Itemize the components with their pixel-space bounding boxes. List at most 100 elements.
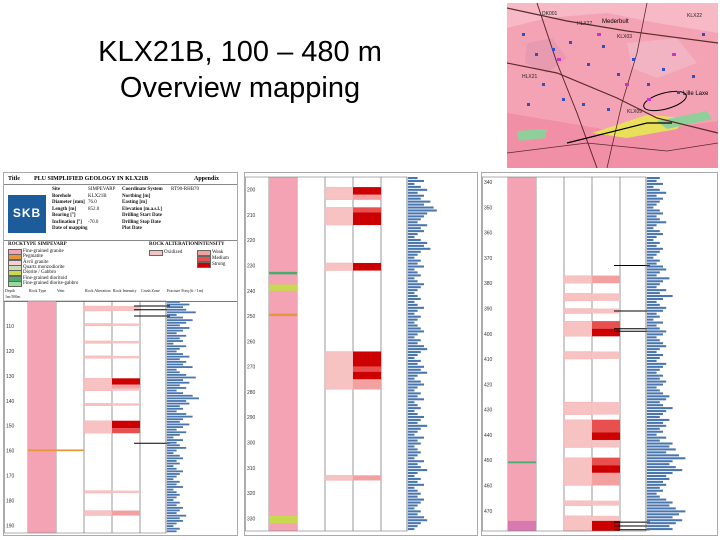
svg-text:KLX22: KLX22 [687,13,702,19]
fracture-bar [408,377,415,380]
fracture-bar [408,510,421,513]
intensity-label: Medium [212,256,229,261]
fracture-bar [167,392,183,395]
fracture-bar [408,339,421,342]
fracture-bar [408,374,418,377]
header-field-value: SIMPEVARP [88,187,116,192]
header-field-value: -70.0 [88,219,99,225]
alteration-band [563,308,593,314]
fracture-bar [408,528,415,531]
fracture-bar [167,415,193,418]
fracture-bar [647,250,660,253]
alteration-band [83,510,113,516]
fracture-bar [408,354,418,357]
alteration-band [324,351,354,390]
fracture-bar [408,215,424,218]
fracture-bar [647,333,663,336]
fracture-bar [167,418,183,421]
alteration-band [83,323,113,327]
fracture-bar [647,336,657,339]
fracture-bar [408,277,415,280]
rock-type-column [269,177,297,531]
fracture-bar [167,314,177,316]
fracture-bar [647,185,654,188]
fracture-bar [167,400,187,402]
intensity-bg-band [112,340,140,344]
fracture-bar [408,227,421,230]
fracture-bar [408,480,418,483]
header-field-label: Drilling Start Date [122,213,162,218]
fracture-bar [647,421,663,424]
fracture-bar [408,460,424,463]
fracture-bar [167,493,180,496]
fracture-bar [647,265,663,268]
fracture-bar [647,330,667,333]
fracture-bar [408,351,421,354]
log-chart-1: 110 120 130 140 150 160 170 180 190 [4,300,199,534]
fracture-bar [167,329,183,332]
fracture-bar [408,489,418,492]
fracture-bar [167,483,177,486]
fracture-bar [647,339,660,342]
intensity-band [112,510,140,516]
fracture-bar [647,297,663,301]
fracture-bar [167,371,180,374]
fracture-bar [647,460,673,463]
coord-system-value: RT90-RHB70 [171,187,200,192]
fracture-bar [167,387,187,389]
fracture-bar [408,522,421,525]
alteration-band [83,490,113,494]
fracture-bar [647,274,657,277]
fracture-bar [408,404,418,407]
rock-type-band [269,271,297,275]
fracture-bar [408,309,418,312]
depth-tick-label: 260 [247,339,256,345]
fracture-bar [647,292,660,295]
fracture-bar [167,470,183,473]
fracture-bar [408,212,428,215]
fracture-bar [408,295,418,298]
fracture-bar [647,525,670,528]
fracture-bar [647,374,663,377]
fracture-bar [167,308,187,311]
fracture-bar [408,200,431,203]
fracture-bar [647,238,654,242]
fracture-bar [647,256,654,259]
header-field-label: Date of mapping [52,226,88,231]
fracture-bar [167,394,193,397]
alteration-heading: ROCK ALTERATION [149,242,198,247]
vein-band [28,449,84,452]
depth-tick-label: 140 [6,399,15,405]
fracture-bar [647,191,667,194]
fracture-bar [647,236,657,239]
fracture-bar [167,496,177,499]
fracture-bar [408,224,428,227]
fracture-bar [647,404,663,407]
alteration-band [324,207,354,226]
depth-tick-label: 210 [247,213,256,219]
fracture-bar [647,306,667,309]
fracture-bar [408,268,415,271]
fracture-bar [647,442,673,445]
log-chart-3: 340 350 360 370 380 390 400 410 420 430 440 450 460 4… [482,176,686,532]
column-header: Fracture Freq (fr / 1m) [167,288,204,293]
depth-tick-label: 360 [484,231,493,237]
fracture-bar [408,463,418,466]
alteration-band [563,351,593,360]
alteration-band [563,515,593,532]
fracture-bar [647,418,670,421]
fracture-bar [167,376,196,379]
slide-title-line1: KLX21B, 100 – 480 m [98,36,382,68]
fracture-bar [167,433,180,436]
fracture-bar [408,359,421,362]
fracture-bar [167,384,180,387]
fracture-bar [647,271,660,274]
fracture-bar [647,510,686,513]
depth-tick-label: 380 [484,281,493,287]
fracture-bar [647,179,657,183]
fracture-bar [647,407,673,410]
log-title: PLU SIMPLIFIED GEOLOGY IN KLX21B [34,176,149,182]
fracture-bar [647,495,660,498]
intensity-bg-band [592,500,620,506]
fracture-bar [408,415,424,419]
